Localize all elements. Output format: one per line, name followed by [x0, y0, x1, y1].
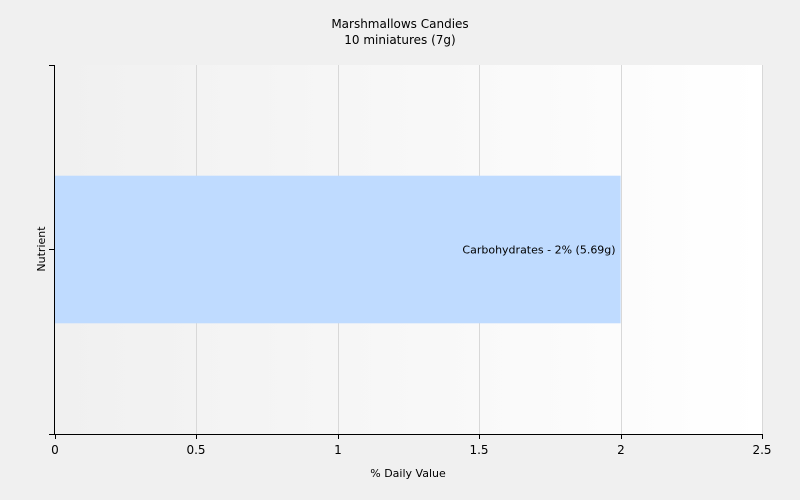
x-tick-label: 1.5 — [469, 443, 488, 457]
bar-carbohydrates — [55, 175, 621, 324]
x-tick-label: 2 — [617, 443, 625, 457]
x-ticks: 0 0.5 1 1.5 2 2.5 — [51, 434, 772, 457]
bar-data-label: Carbohydrates - 2% (5.69g) — [462, 244, 615, 257]
axes — [49, 65, 762, 435]
x-tick-label: 0.5 — [186, 443, 205, 457]
x-tick-label: 2.5 — [752, 443, 771, 457]
chart-title: Marshmallows Candies — [331, 17, 468, 31]
y-axis-label: Nutrient — [35, 226, 48, 272]
chart-subtitle: 10 miniatures (7g) — [344, 33, 455, 47]
x-axis-label: % Daily Value — [370, 467, 446, 480]
bars: Carbohydrates - 2% (5.69g) — [55, 175, 621, 324]
x-tick-label: 1 — [334, 443, 342, 457]
x-tick-label: 0 — [51, 443, 59, 457]
